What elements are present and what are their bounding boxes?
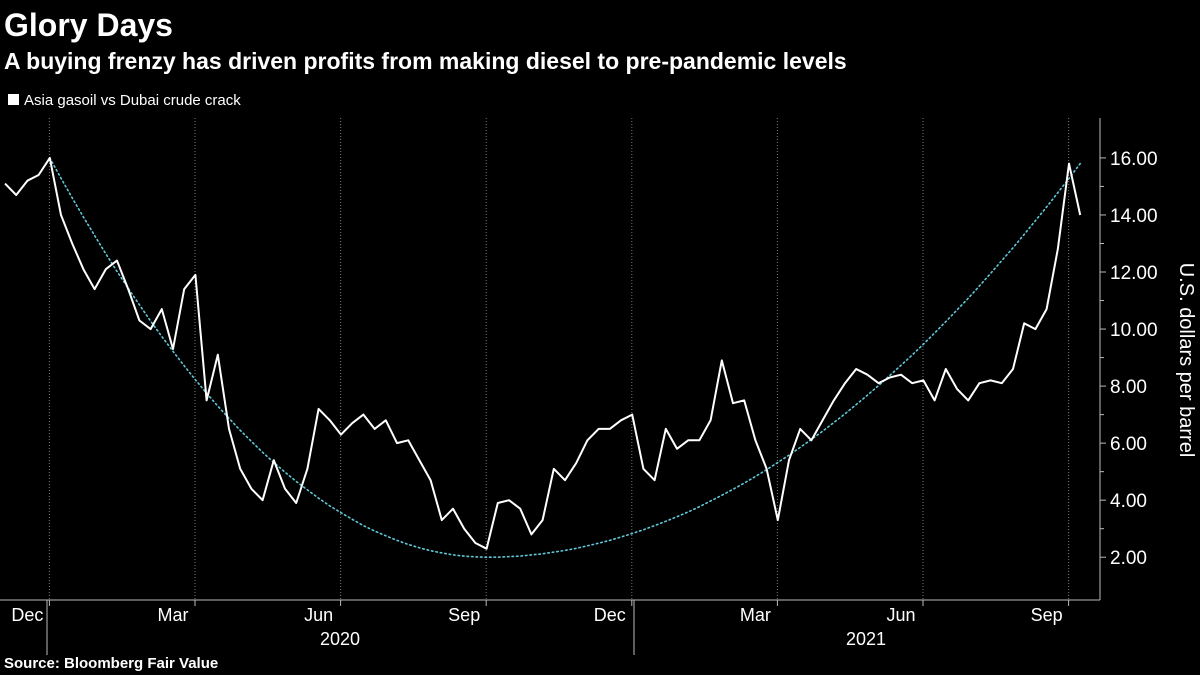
y-tick-label: 2.00 [1110,548,1147,569]
x-tick-label: Jun [304,605,333,625]
y-tick-label: 10.00 [1110,320,1158,341]
source: Source: Bloomberg Fair Value [4,655,218,672]
x-tick-label: Sep [1031,605,1063,625]
x-tick-label: Mar [158,605,189,625]
y-axis-label: U.S. dollars per barrel [1175,263,1197,458]
y-tick-label: 4.00 [1110,491,1147,512]
trend-line [49,157,1081,558]
y-tick-label: 16.00 [1110,149,1158,170]
chart-title: Glory Days [4,7,173,43]
y-tick-label: 14.00 [1110,206,1158,227]
y-tick-label: 12.00 [1110,263,1158,284]
x-tick-label: Mar [740,605,771,625]
series-line [4,156,1082,550]
x-tick-label: Dec [594,605,626,625]
y-tick-label: 6.00 [1110,434,1147,455]
x-group-label: 2021 [846,629,886,649]
x-tick-label: Dec [11,605,43,625]
x-tick-label: Sep [448,605,480,625]
chart-subtitle: A buying frenzy has driven profits from … [4,48,847,74]
legend-swatch [8,94,19,105]
legend-label: Asia gasoil vs Dubai crude crack [24,92,241,109]
x-tick-label: Jun [886,605,915,625]
x-group-label: 2020 [320,629,360,649]
y-tick-label: 8.00 [1110,377,1147,398]
